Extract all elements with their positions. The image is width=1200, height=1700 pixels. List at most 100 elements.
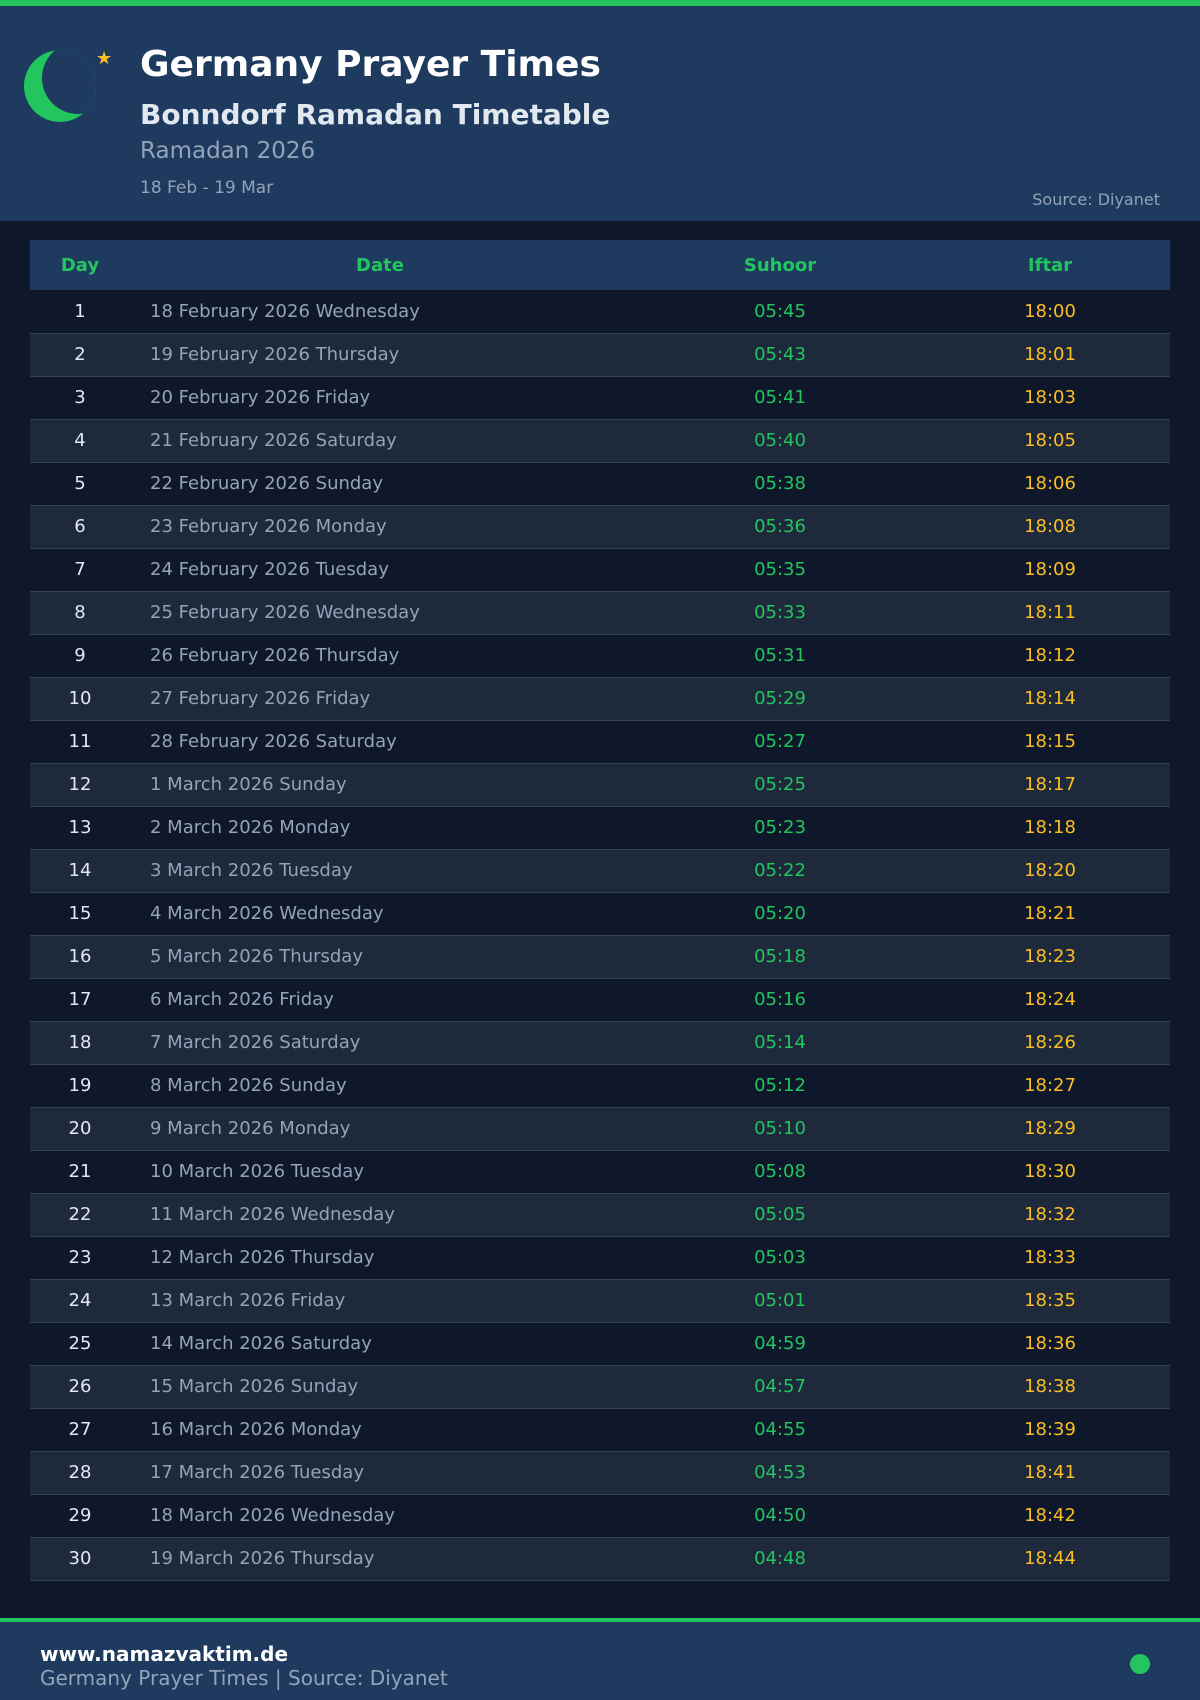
iftar-cell: 18:08 bbox=[1024, 516, 1076, 537]
iftar-cell: 18:00 bbox=[1024, 300, 1076, 322]
day-cell: 21 bbox=[68, 1161, 92, 1182]
day-cell: 20 bbox=[68, 1118, 92, 1139]
date-cell: 20 February 2026 Friday bbox=[150, 387, 371, 408]
table-row: 5 22 February 2026 Sunday 05:38 18:06 bbox=[30, 462, 1170, 505]
iftar-cell: 18:27 bbox=[1024, 1075, 1076, 1096]
table-row: 11 28 February 2026 Saturday 05:27 18:15 bbox=[30, 720, 1170, 763]
day-cell: 13 bbox=[68, 817, 92, 838]
suhoor-cell: 05:45 bbox=[754, 300, 806, 322]
table-row: 17 6 March 2026 Friday 05:16 18:24 bbox=[30, 978, 1170, 1021]
day-cell: 11 bbox=[68, 731, 92, 752]
suhoor-cell: 04:48 bbox=[754, 1548, 806, 1569]
table-row: 24 13 March 2026 Friday 05:01 18:35 bbox=[30, 1279, 1170, 1322]
suhoor-cell: 05:12 bbox=[754, 1075, 806, 1096]
iftar-cell: 18:11 bbox=[1024, 602, 1076, 623]
column-header-suhoor: Suhoor bbox=[743, 254, 817, 276]
suhoor-cell: 05:41 bbox=[754, 387, 806, 408]
iftar-cell: 18:20 bbox=[1024, 860, 1076, 881]
suhoor-cell: 05:22 bbox=[754, 860, 806, 881]
suhoor-cell: 05:35 bbox=[754, 559, 806, 580]
day-cell: 17 bbox=[68, 989, 92, 1010]
table-row: 15 4 March 2026 Wednesday 05:20 18:21 bbox=[30, 892, 1170, 935]
suhoor-cell: 04:57 bbox=[754, 1376, 806, 1397]
date-cell: 26 February 2026 Thursday bbox=[150, 645, 400, 666]
day-cell: 23 bbox=[68, 1247, 92, 1268]
day-cell: 26 bbox=[68, 1376, 92, 1397]
suhoor-cell: 05:31 bbox=[754, 645, 806, 666]
table-row: 1 18 February 2026 Wednesday 05:45 18:00 bbox=[30, 290, 1170, 333]
table-header: Day Date Suhoor Iftar bbox=[30, 240, 1170, 290]
iftar-cell: 18:26 bbox=[1024, 1032, 1076, 1053]
day-cell: 10 bbox=[68, 688, 92, 709]
date-cell: 5 March 2026 Thursday bbox=[150, 946, 363, 967]
date-cell: 1 March 2026 Sunday bbox=[150, 774, 347, 795]
iftar-cell: 18:39 bbox=[1024, 1419, 1076, 1440]
star-icon: ★ bbox=[96, 48, 113, 69]
date-cell: 11 March 2026 Wednesday bbox=[150, 1204, 395, 1225]
table-row: 8 25 February 2026 Wednesday 05:33 18:11 bbox=[30, 591, 1170, 634]
footer: www.namazvaktim.de Germany Prayer Times … bbox=[0, 1618, 1200, 1700]
iftar-cell: 18:09 bbox=[1024, 559, 1076, 580]
iftar-cell: 18:01 bbox=[1024, 344, 1076, 365]
iftar-cell: 18:35 bbox=[1024, 1290, 1076, 1311]
date-cell: 17 March 2026 Tuesday bbox=[150, 1462, 364, 1483]
date-cell: 7 March 2026 Saturday bbox=[150, 1032, 361, 1053]
table-row: 20 9 March 2026 Monday 05:10 18:29 bbox=[30, 1107, 1170, 1150]
suhoor-cell: 05:29 bbox=[754, 688, 806, 709]
table-row: 26 15 March 2026 Sunday 04:57 18:38 bbox=[30, 1365, 1170, 1408]
day-cell: 27 bbox=[68, 1419, 92, 1440]
suhoor-cell: 04:55 bbox=[754, 1419, 806, 1440]
table-row: 10 27 February 2026 Friday 05:29 18:14 bbox=[30, 677, 1170, 720]
date-cell: 18 February 2026 Wednesday bbox=[150, 300, 420, 322]
table-row: 3 20 February 2026 Friday 05:41 18:03 bbox=[30, 376, 1170, 419]
footer-text: Germany Prayer Times | Source: Diyanet bbox=[40, 1666, 448, 1690]
iftar-cell: 18:23 bbox=[1024, 946, 1076, 967]
crescent-moon-icon bbox=[24, 50, 96, 122]
day-cell: 6 bbox=[74, 516, 86, 537]
table-row: 21 10 March 2026 Tuesday 05:08 18:30 bbox=[30, 1150, 1170, 1193]
day-cell: 22 bbox=[68, 1204, 92, 1225]
day-cell: 30 bbox=[68, 1548, 92, 1569]
suhoor-cell: 04:53 bbox=[754, 1462, 806, 1483]
day-cell: 12 bbox=[68, 774, 92, 795]
suhoor-cell: 05:03 bbox=[754, 1247, 806, 1268]
iftar-cell: 18:33 bbox=[1024, 1247, 1076, 1268]
day-cell: 2 bbox=[74, 344, 86, 365]
table-row: 6 23 February 2026 Monday 05:36 18:08 bbox=[30, 505, 1170, 548]
day-cell: 18 bbox=[68, 1032, 92, 1053]
column-header-iftar: Iftar bbox=[1027, 254, 1073, 276]
suhoor-cell: 05:08 bbox=[754, 1161, 806, 1182]
date-cell: 6 March 2026 Friday bbox=[150, 989, 334, 1010]
table-row: 2 19 February 2026 Thursday 05:43 18:01 bbox=[30, 333, 1170, 376]
table-row: 9 26 February 2026 Thursday 05:31 18:12 bbox=[30, 634, 1170, 677]
iftar-cell: 18:17 bbox=[1024, 774, 1076, 795]
table-row: 30 19 March 2026 Thursday 04:48 18:44 bbox=[30, 1537, 1170, 1580]
table-row: 22 11 March 2026 Wednesday 05:05 18:32 bbox=[30, 1193, 1170, 1236]
day-cell: 14 bbox=[68, 860, 92, 881]
footer-site-link[interactable]: www.namazvaktim.de bbox=[40, 1642, 289, 1666]
timetable: Day Date Suhoor Iftar 1 18 February 2026 … bbox=[30, 240, 1170, 1581]
date-cell: 24 February 2026 Tuesday bbox=[150, 559, 389, 580]
iftar-cell: 18:06 bbox=[1024, 473, 1076, 494]
iftar-cell: 18:03 bbox=[1024, 387, 1076, 408]
suhoor-cell: 05:40 bbox=[754, 430, 806, 451]
suhoor-cell: 05:27 bbox=[754, 731, 806, 752]
date-cell: 19 March 2026 Thursday bbox=[150, 1548, 375, 1569]
table-row: 16 5 March 2026 Thursday 05:18 18:23 bbox=[30, 935, 1170, 978]
day-cell: 8 bbox=[74, 602, 86, 623]
suhoor-cell: 05:20 bbox=[754, 903, 806, 924]
suhoor-cell: 05:16 bbox=[754, 989, 806, 1010]
iftar-cell: 18:44 bbox=[1024, 1548, 1076, 1569]
column-header-day: Day bbox=[60, 254, 100, 276]
iftar-cell: 18:24 bbox=[1024, 989, 1076, 1010]
date-cell: 21 February 2026 Saturday bbox=[150, 430, 397, 451]
table-row: 28 17 March 2026 Tuesday 04:53 18:41 bbox=[30, 1451, 1170, 1494]
iftar-cell: 18:21 bbox=[1024, 903, 1076, 924]
suhoor-cell: 05:01 bbox=[754, 1290, 806, 1311]
suhoor-cell: 05:23 bbox=[754, 817, 806, 838]
day-cell: 25 bbox=[68, 1333, 92, 1354]
day-cell: 16 bbox=[68, 946, 92, 967]
date-cell: 28 February 2026 Saturday bbox=[150, 731, 397, 752]
iftar-cell: 18:30 bbox=[1024, 1161, 1076, 1182]
iftar-cell: 18:38 bbox=[1024, 1376, 1076, 1397]
